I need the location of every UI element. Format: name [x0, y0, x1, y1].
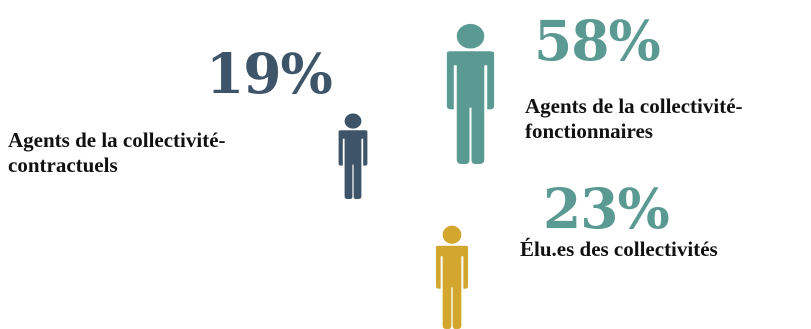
label-contractuels-line2: contractuels	[8, 153, 118, 178]
percent-fonctionnaires: 58%	[534, 8, 661, 73]
label-contractuels: Agents de la collectivité- contractuels	[8, 128, 226, 178]
percent-contractuels: 19%	[206, 41, 333, 106]
label-fonctionnaires-line1: Agents de la collectivité-	[525, 94, 743, 118]
label-elus-line1: Élu.es des collectivités	[520, 237, 718, 261]
percent-elus: 23%	[543, 176, 670, 241]
person-icon-fonctionnaires	[441, 23, 500, 164]
label-contractuels-line1: Agents de la collectivité-	[8, 128, 226, 152]
label-fonctionnaires-line2: fonctionnaires	[525, 119, 653, 144]
person-icon-contractuels	[335, 113, 371, 199]
person-icon-elus	[432, 225, 472, 329]
label-fonctionnaires: Agents de la collectivité- fonctionnaire…	[525, 94, 743, 144]
label-elus: Élu.es des collectivités	[520, 237, 718, 262]
